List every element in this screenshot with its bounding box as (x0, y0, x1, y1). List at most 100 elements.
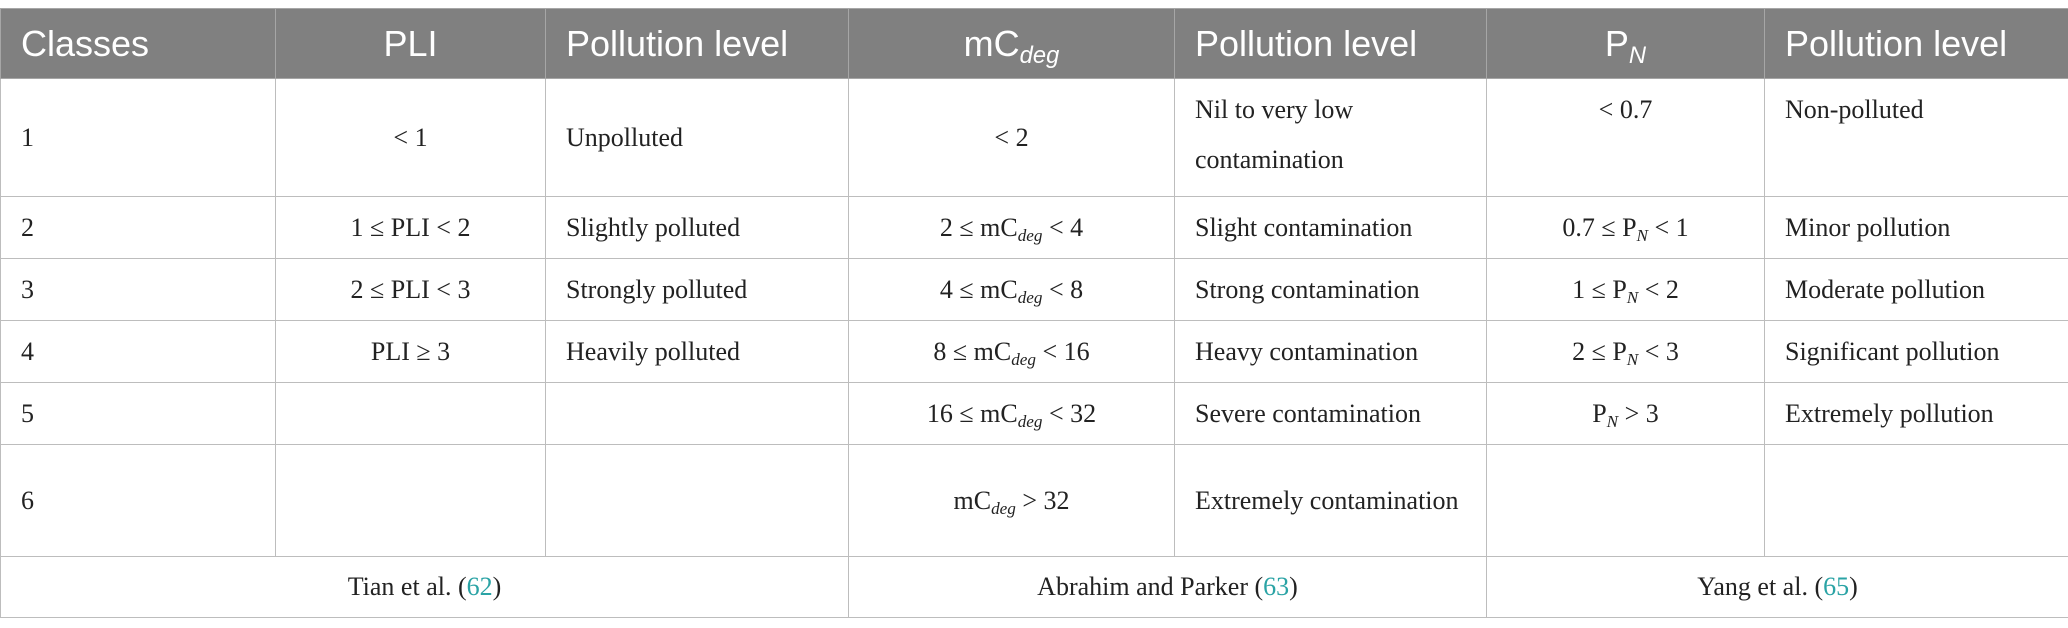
cell-mcdeg-level: Severe contamination (1174, 382, 1487, 445)
pn-post: < 3 (1638, 336, 1679, 366)
reference-text: Yang et al. ( (1697, 572, 1824, 601)
cell-pli-level: Heavily polluted (545, 320, 849, 383)
cell-pn: < 0.7 (1486, 78, 1765, 197)
table-row: 5 16 ≤ mCdeg < 32 Severe contamination P… (0, 382, 2068, 445)
cell-pn-level: Non-polluted (1764, 78, 2068, 197)
mcdeg-pre: 8 ≤ mC (933, 336, 1012, 366)
cell-class: 1 (0, 78, 276, 197)
cell-pn (1486, 444, 1765, 557)
mcdeg-sub: deg (1017, 287, 1043, 307)
header-pollution-level-mcdeg: Pollution level (1174, 8, 1487, 79)
cell-pn: 0.7 ≤ PN < 1 (1486, 196, 1765, 259)
pn-pre: < 0.7 (1598, 95, 1653, 124)
cell-mcdeg: 4 ≤ mCdeg < 8 (848, 258, 1175, 321)
cell-pn-level: Significant pollution (1764, 320, 2068, 383)
mcdeg-sub: deg (1017, 225, 1043, 245)
mcdeg-post: < 32 (1042, 398, 1097, 428)
cell-class: 5 (0, 382, 276, 445)
reference-close: ) (1289, 572, 1298, 601)
citation-link-63[interactable]: 63 (1263, 572, 1290, 601)
pn-post: < 2 (1638, 274, 1679, 304)
header-pli: PLI (275, 8, 546, 79)
reference-abrahim: Abrahim and Parker (63) (848, 556, 1487, 618)
cell-pn-level: Minor pollution (1764, 196, 2068, 259)
cell-class: 6 (0, 444, 276, 557)
header-pn-sub: N (1628, 41, 1647, 69)
reference-row: Tian et al. (62) Abrahim and Parker (63)… (0, 556, 2068, 618)
cell-pli-level: Slightly polluted (545, 196, 849, 259)
cell-pli-level: Unpolluted (545, 78, 849, 197)
cell-pli: PLI ≥ 3 (275, 320, 546, 383)
mcdeg-post: > 32 (1015, 485, 1070, 515)
table-row: 6 mCdeg > 32 Extremely contamination (0, 444, 2068, 557)
cell-pn-level (1764, 444, 2068, 557)
pn-sub: N (1626, 349, 1639, 369)
cell-mcdeg-level: Slight contamination (1174, 196, 1487, 259)
mcdeg-pre: < 2 (994, 122, 1029, 152)
pn-post: < 1 (1648, 212, 1689, 242)
mcdeg-post: < 8 (1042, 274, 1084, 304)
mcdeg-post: < 16 (1035, 336, 1090, 366)
pn-pre: 2 ≤ P (1572, 336, 1627, 366)
pn-sub: N (1636, 225, 1648, 245)
cell-pli-level: Strongly polluted (545, 258, 849, 321)
header-mcdeg-sub: deg (1019, 41, 1060, 69)
header-pollution-level-pn: Pollution level (1764, 8, 2068, 79)
cell-pli (275, 382, 546, 445)
pn-pre: 0.7 ≤ P (1562, 212, 1637, 242)
cell-pn: 1 ≤ PN < 2 (1486, 258, 1765, 321)
cell-class: 3 (0, 258, 276, 321)
cell-mcdeg-level: Nil to very low contamination (1174, 78, 1487, 197)
cell-pn: 2 ≤ PN < 3 (1486, 320, 1765, 383)
pn-pre: P (1592, 398, 1607, 428)
mcdeg-pre: 2 ≤ mC (939, 212, 1018, 242)
pn-sub: N (1626, 287, 1639, 307)
cell-pn-level: Extremely pollution (1764, 382, 2068, 445)
reference-text: Tian et al. ( (347, 572, 467, 601)
table-row: 2 1 ≤ PLI < 2 Slightly polluted 2 ≤ mCde… (0, 196, 2068, 259)
mcdeg-pre: mC (953, 485, 992, 515)
cell-mcdeg: 2 ≤ mCdeg < 4 (848, 196, 1175, 259)
cell-mcdeg: < 2 (848, 78, 1175, 197)
reference-close: ) (1849, 572, 1858, 601)
cell-pli-level (545, 382, 849, 445)
cell-mcdeg: 8 ≤ mCdeg < 16 (848, 320, 1175, 383)
header-pn-base: P (1604, 22, 1629, 64)
mcdeg-sub: deg (1011, 349, 1036, 369)
cell-mcdeg: mCdeg > 32 (848, 444, 1175, 557)
cell-pn: PN > 3 (1486, 382, 1765, 445)
citation-link-62[interactable]: 62 (466, 572, 493, 601)
citation-link-65[interactable]: 65 (1823, 572, 1850, 601)
pn-pre: 1 ≤ P (1572, 274, 1627, 304)
mcdeg-post: < 4 (1042, 212, 1084, 242)
cell-mcdeg-level: Extremely contamination (1174, 444, 1487, 557)
mcdeg-sub: deg (1017, 411, 1043, 431)
cell-mcdeg: 16 ≤ mCdeg < 32 (848, 382, 1175, 445)
table-row: 4 PLI ≥ 3 Heavily polluted 8 ≤ mCdeg < 1… (0, 320, 2068, 383)
header-row: Classes PLI Pollution level mCdeg Pollut… (0, 8, 2068, 79)
pn-sub: N (1606, 411, 1619, 431)
cell-pli (275, 444, 546, 557)
reference-tian: Tian et al. (62) (0, 556, 849, 618)
header-classes: Classes (0, 8, 276, 79)
cell-class: 4 (0, 320, 276, 383)
cell-pli: 1 ≤ PLI < 2 (275, 196, 546, 259)
cell-pli: 2 ≤ PLI < 3 (275, 258, 546, 321)
cell-class: 2 (0, 196, 276, 259)
cell-mcdeg-level: Strong contamination (1174, 258, 1487, 321)
header-pollution-level-pli: Pollution level (545, 8, 849, 79)
mcdeg-pre: 4 ≤ mC (939, 274, 1018, 304)
header-pn: PN (1486, 8, 1765, 79)
table-row: 3 2 ≤ PLI < 3 Strongly polluted 4 ≤ mCde… (0, 258, 2068, 321)
table-row: 1 < 1 Unpolluted < 2 Nil to very low con… (0, 78, 2068, 197)
cell-pli-level (545, 444, 849, 557)
reference-close: ) (492, 572, 502, 601)
mcdeg-pre: 16 ≤ mC (926, 398, 1018, 428)
cell-pli: < 1 (275, 78, 546, 197)
reference-yang: Yang et al. (65) (1486, 556, 2068, 618)
pn-post: > 3 (1618, 398, 1659, 428)
mcdeg-sub: deg (991, 498, 1016, 518)
header-mcdeg: mCdeg (848, 8, 1175, 79)
reference-text: Abrahim and Parker ( (1037, 572, 1264, 601)
header-mcdeg-base: mC (963, 22, 1020, 64)
